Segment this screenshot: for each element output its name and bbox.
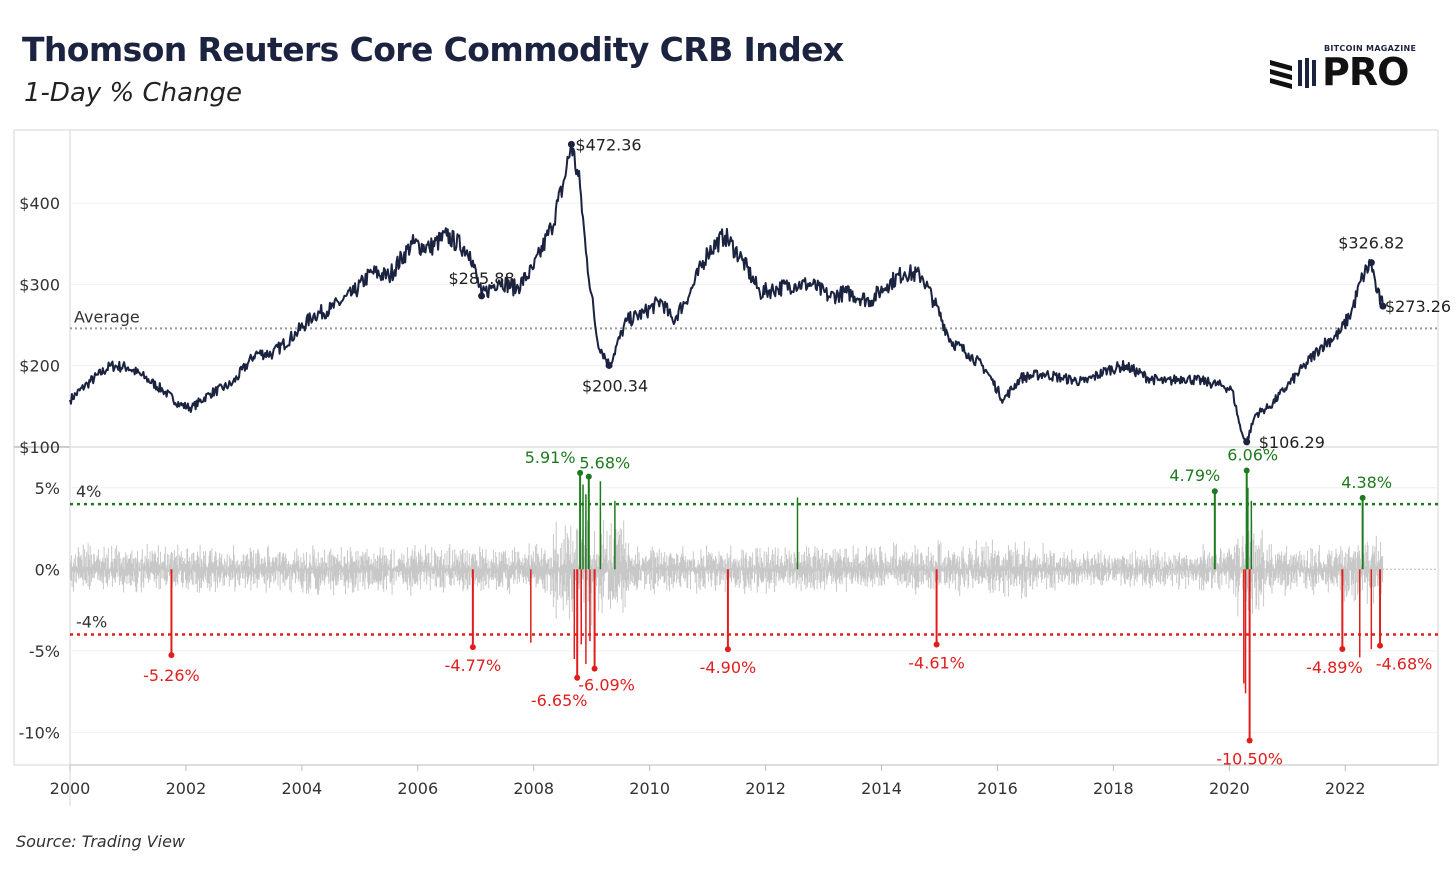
x-tick-label: 2012 (745, 779, 786, 798)
x-tick-label: 2002 (166, 779, 207, 798)
x-tick-label: 2010 (629, 779, 670, 798)
change-tick-label: 0% (35, 560, 60, 579)
change-data-label: -5.26% (143, 666, 200, 685)
change-data-label: -10.50% (1216, 750, 1283, 769)
price-point (605, 361, 613, 369)
change-data-label: -4.90% (700, 658, 757, 677)
daily-change-band (69, 520, 1384, 626)
change-data-label: 4.38% (1341, 473, 1392, 492)
change-point (1339, 646, 1346, 653)
price-data-label: $106.29 (1259, 433, 1325, 452)
change-data-label: -6.09% (578, 676, 635, 695)
change-point (469, 644, 476, 651)
price-tick-label: $400 (19, 194, 60, 213)
logo-top-text: BITCOIN MAGAZINE (1324, 44, 1417, 53)
lower-threshold-label: -4% (76, 613, 107, 632)
change-point (585, 473, 592, 480)
daily-change-bars (69, 520, 1384, 626)
change-point (933, 641, 940, 648)
price-tick-label: $200 (19, 357, 60, 376)
price-point (1379, 302, 1387, 310)
change-data-label: 6.06% (1227, 445, 1278, 464)
x-tick-label: 2004 (282, 779, 323, 798)
source-note: Source: Trading View (16, 832, 185, 851)
bitcoin-magazine-pro-logo: BITCOIN MAGAZINE PRO (1268, 42, 1438, 94)
x-tick-label: 2016 (977, 779, 1018, 798)
change-point (1246, 737, 1253, 744)
change-data-label: 5.68% (579, 454, 630, 473)
change-data-label: 4.79% (1169, 466, 1220, 485)
price-data-label: $273.26 (1385, 297, 1451, 316)
change-tick-label: -5% (29, 642, 60, 661)
x-tick-label: 2014 (861, 779, 902, 798)
change-data-label: -4.89% (1306, 658, 1363, 677)
x-tick-label: 2008 (513, 779, 554, 798)
price-tick-label: $300 (19, 275, 60, 294)
price-line-layer (69, 143, 1384, 443)
change-point (1359, 494, 1366, 501)
change-data-label: -4.77% (445, 656, 502, 675)
reference-lines: Average 4% -4% (70, 307, 1438, 636)
change-point (577, 469, 584, 476)
change-point (724, 646, 731, 653)
logo-main-text: PRO (1322, 50, 1409, 94)
change-data-label: -4.61% (908, 653, 965, 672)
change-point (574, 674, 581, 681)
price-tick-label: $100 (19, 438, 60, 457)
extreme-change-bars (170, 470, 1382, 741)
x-tick-label: 2000 (50, 779, 91, 798)
change-data-label: -4.68% (1376, 655, 1433, 674)
x-tick-label: 2006 (397, 779, 438, 798)
upper-threshold-label: 4% (76, 482, 101, 501)
x-tick-label: 2020 (1209, 779, 1250, 798)
price-point (567, 140, 575, 148)
price-data-label: $472.36 (575, 135, 641, 154)
change-tick-label: 5% (35, 479, 60, 498)
axis-ticks: $100 $200 $300 $400 5% 0% -5% -10% 2000 2002 2004 2… (19, 194, 1366, 798)
change-data-label: 5.91% (525, 448, 576, 467)
price-point (478, 292, 486, 300)
change-point (1243, 467, 1250, 474)
price-data-label: $326.82 (1338, 234, 1404, 253)
chart-title: Thomson Reuters Core Commodity CRB Index (22, 30, 844, 69)
x-tick-label: 2018 (1093, 779, 1134, 798)
change-point (1211, 488, 1218, 495)
change-point (168, 652, 175, 659)
average-label: Average (74, 307, 140, 326)
stacked-bars-logo-icon (1270, 58, 1316, 89)
price-point (1243, 438, 1251, 446)
change-point (1377, 642, 1384, 649)
chart-subtitle: 1-Day % Change (24, 78, 243, 108)
change-point (591, 665, 598, 672)
price-data-label: $285.88 (448, 269, 514, 288)
price-line (69, 143, 1384, 443)
x-tick-label: 2022 (1325, 779, 1366, 798)
change-tick-label: -10% (19, 723, 60, 742)
change-data-label: -6.65% (531, 691, 588, 710)
price-point (1367, 259, 1375, 267)
price-data-label: $200.34 (582, 376, 648, 395)
annotations: $472.36 $285.88 $200.34 $106.29 $326.82 $273.… (143, 135, 1451, 768)
